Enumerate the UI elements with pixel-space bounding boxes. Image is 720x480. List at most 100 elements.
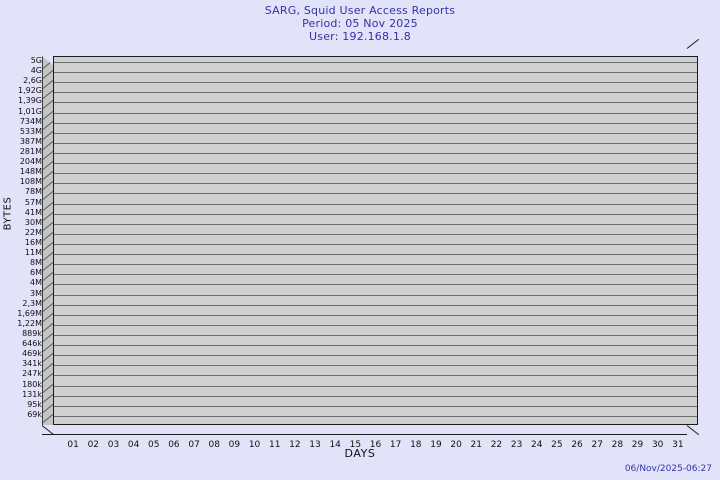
wall-gridline (43, 80, 54, 89)
plot-bottom-right-bevel-edge (686, 425, 700, 436)
x-axis-tick-label: 17 (389, 440, 402, 450)
wall-gridline (43, 292, 54, 301)
gridline (54, 405, 697, 407)
gridline (54, 284, 697, 286)
wall-gridline (43, 151, 54, 160)
x-axis-tick-label: 05 (148, 440, 160, 450)
y-axis-tick-label: 22M (24, 227, 42, 237)
x-axis-tick-label: 10 (248, 440, 261, 450)
x-axis-tick-label: 20 (450, 440, 462, 450)
wall-gridline (43, 191, 54, 200)
x-axis-tick-label: 22 (490, 440, 503, 450)
y-axis-tick-label: 3M (30, 288, 42, 298)
y-axis-tick-label: 646k (22, 339, 42, 349)
y-axis-tick-label: 469k (22, 349, 42, 359)
wall-gridline (43, 282, 54, 291)
gridline (54, 72, 697, 74)
x-axis-tick-label: 12 (289, 440, 301, 450)
y-axis-tick-label: 69k (27, 409, 42, 419)
x-axis-tick-label: 01 (67, 440, 79, 450)
gridline (54, 314, 697, 316)
y-axis-tick-label: 1,01G (17, 106, 42, 116)
y-axis-tick-label: 180k (22, 379, 42, 389)
plot-left-wall (42, 56, 53, 434)
x-axis-tick-label: 13 (309, 440, 321, 450)
x-axis-tick-label: 02 (87, 440, 100, 450)
wall-gridline (43, 161, 54, 170)
x-axis-tick-label: 04 (127, 440, 140, 450)
gridline (54, 193, 697, 195)
x-axis-tick-label: 03 (107, 440, 120, 450)
x-axis-tick-label: 18 (410, 440, 422, 450)
wall-gridline (43, 232, 54, 241)
y-axis-tick-label: 57M (24, 197, 42, 207)
report-period: Period: 05 Nov 2025 (302, 17, 418, 30)
gridline (54, 213, 697, 215)
wall-gridline (43, 262, 54, 271)
bytes-per-day-bar-chart: BYTES 5G 4G 2,6G 1,92G 1,39G 1,01G 734M 533M 387… (0, 38, 720, 450)
x-axis-tick-label: 19 (430, 440, 442, 450)
y-axis-tick-label: 204M (19, 157, 42, 167)
y-axis-tick-label: 533M (19, 126, 42, 136)
gridline (54, 335, 697, 336)
y-axis-tick-label: 1,39G (17, 96, 42, 106)
y-axis-tick-label: 78M (24, 187, 42, 197)
y-axis-tick-label: 734M (19, 116, 42, 126)
x-axis-tick-label: 16 (369, 440, 382, 450)
y-axis-tick-label: 30M (24, 217, 42, 227)
wall-gridline (43, 333, 54, 342)
gridline (54, 223, 697, 225)
wall-gridline (43, 303, 54, 312)
y-axis-tick-label: 95k (27, 399, 42, 409)
wall-gridline (43, 313, 54, 322)
x-axis-tick-label: 14 (329, 440, 341, 450)
gridline (54, 244, 697, 246)
x-axis-tick-labels: 01 02 03 04 05 06 07 08 09 10 11 12 13 14 15 16 17 18 19 20… (53, 440, 698, 454)
x-axis-title: DAYS (344, 447, 376, 460)
gridline (54, 274, 697, 276)
x-axis-tick-label: 23 (510, 440, 523, 450)
x-axis-tick-label: 26 (571, 440, 583, 450)
gridline (54, 183, 697, 185)
x-axis-tick-label: 28 (611, 440, 624, 450)
wall-gridline (43, 373, 54, 382)
wall-gridline (43, 343, 54, 352)
x-axis-tick-label: 30 (651, 440, 664, 450)
gridline (54, 415, 697, 417)
wall-gridline (43, 100, 54, 109)
wall-gridline (43, 202, 54, 211)
plot-bottom-bevel (41, 425, 700, 436)
gridline (54, 112, 697, 114)
wall-gridline (43, 363, 54, 372)
x-axis-tick-label: 08 (208, 440, 220, 450)
y-axis-tick-label: 341k (22, 359, 42, 369)
x-axis-tick-label: 24 (531, 440, 543, 450)
wall-gridline (43, 404, 54, 413)
gridline (54, 233, 697, 235)
gridline (54, 324, 697, 326)
gridline (54, 385, 697, 387)
gridline (54, 375, 697, 377)
x-axis-tick-label: 29 (631, 440, 644, 450)
y-axis-tick-label: 5G (30, 56, 42, 66)
gridline (54, 264, 697, 266)
y-axis-tick-labels: 5G 4G 2,6G 1,92G 1,39G 1,01G 734M 533M 387M 281M 2… (0, 48, 42, 438)
wall-gridline (43, 70, 54, 79)
x-axis-tick-label: 27 (591, 440, 603, 450)
x-axis-tick-label: 11 (268, 440, 281, 450)
wall-gridline (43, 60, 54, 69)
wall-gridline (43, 111, 54, 120)
gridline (54, 203, 697, 205)
y-axis-tick-label: 8M (30, 258, 42, 268)
gridline (54, 254, 697, 256)
x-axis-tick-label: 06 (168, 440, 180, 450)
y-axis-tick-label: 1,22M (17, 318, 42, 328)
y-axis-tick-label: 4M (30, 278, 42, 288)
report-user: User: 192.168.1.8 (309, 30, 411, 43)
gridline (54, 122, 697, 124)
y-axis-tick-label: 281M (19, 147, 42, 157)
x-axis-tick-label: 15 (349, 440, 362, 450)
gridline (54, 62, 697, 64)
wall-gridline (43, 90, 54, 99)
y-axis-tick-label: 2,3M (22, 298, 42, 308)
